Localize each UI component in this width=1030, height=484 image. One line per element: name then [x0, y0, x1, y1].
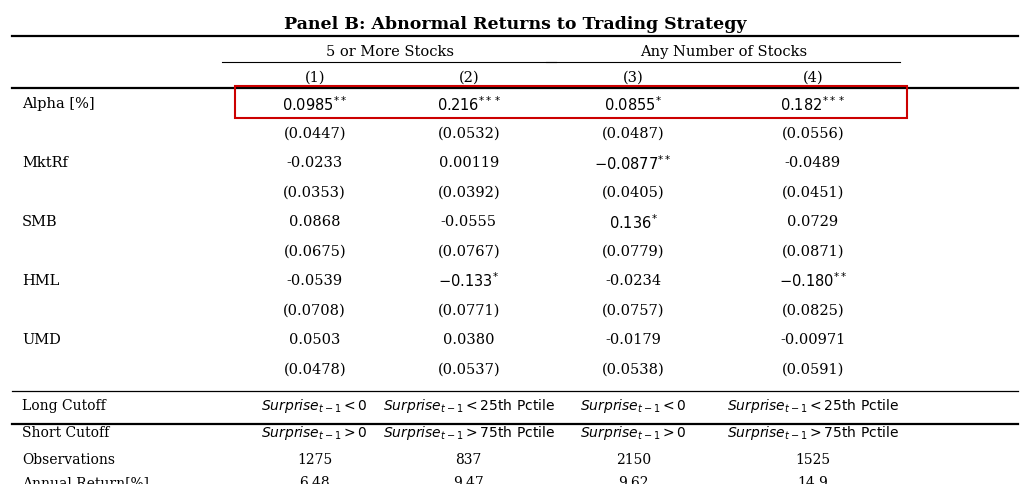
Text: MktRf: MktRf: [22, 156, 68, 170]
Text: $Surprise_{t-1}{<}0$: $Surprise_{t-1}{<}0$: [262, 396, 368, 414]
Text: (0.0538): (0.0538): [602, 362, 664, 376]
Text: $-0.180^{**}$: $-0.180^{**}$: [779, 271, 847, 290]
Text: 0.0503: 0.0503: [289, 332, 340, 346]
Text: 2150: 2150: [616, 452, 651, 466]
Text: $Surprise_{t-1}{>}0$: $Surprise_{t-1}{>}0$: [580, 424, 686, 441]
Text: 0.0729: 0.0729: [787, 215, 838, 229]
Text: Observations: Observations: [22, 452, 115, 466]
Text: $Surprise_{t-1}{<}25\text{th Pctile}$: $Surprise_{t-1}{<}25\text{th Pctile}$: [727, 396, 899, 414]
Text: 0.00119: 0.00119: [439, 156, 499, 170]
Text: (3): (3): [623, 71, 644, 84]
Text: 9.47: 9.47: [453, 475, 484, 484]
Text: Any Number of Stocks: Any Number of Stocks: [640, 45, 808, 60]
Text: (0.0757): (0.0757): [602, 303, 664, 317]
Text: UMD: UMD: [22, 332, 61, 346]
Text: (0.0487): (0.0487): [602, 127, 664, 140]
Text: $0.216^{***}$: $0.216^{***}$: [437, 95, 501, 114]
Text: 0.0380: 0.0380: [443, 332, 494, 346]
Text: (0.0392): (0.0392): [438, 185, 501, 199]
Text: (0.0771): (0.0771): [438, 303, 500, 317]
Text: (0.0353): (0.0353): [283, 185, 346, 199]
Text: 6.48: 6.48: [300, 475, 330, 484]
Text: $0.0985^{**}$: $0.0985^{**}$: [282, 95, 347, 114]
Text: $0.136^{*}$: $0.136^{*}$: [609, 212, 657, 231]
Text: (0.0779): (0.0779): [602, 244, 664, 258]
Text: 9.62: 9.62: [618, 475, 648, 484]
Text: SMB: SMB: [22, 215, 58, 229]
Text: (0.0556): (0.0556): [782, 127, 845, 140]
Text: (0.0675): (0.0675): [283, 244, 346, 258]
Text: -0.0539: -0.0539: [286, 273, 343, 287]
Text: (0.0405): (0.0405): [602, 185, 664, 199]
Text: (0.0537): (0.0537): [438, 362, 501, 376]
Text: 1525: 1525: [795, 452, 830, 466]
Text: (4): (4): [802, 71, 823, 84]
Text: $Surprise_{t-1}{<}0$: $Surprise_{t-1}{<}0$: [580, 396, 686, 414]
Text: -0.0489: -0.0489: [785, 156, 840, 170]
Text: Annual Return[%]: Annual Return[%]: [22, 475, 149, 484]
Text: -0.0555: -0.0555: [441, 215, 496, 229]
Text: (2): (2): [458, 71, 479, 84]
Text: (0.0767): (0.0767): [438, 244, 501, 258]
Text: $-0.133^{*}$: $-0.133^{*}$: [438, 271, 500, 290]
Text: (0.0532): (0.0532): [438, 127, 501, 140]
Text: $0.0855^{*}$: $0.0855^{*}$: [604, 95, 662, 114]
Text: (0.0825): (0.0825): [782, 303, 845, 317]
Text: $Surprise_{t-1}{>}75\text{th Pctile}$: $Surprise_{t-1}{>}75\text{th Pctile}$: [383, 424, 555, 441]
Text: -0.0179: -0.0179: [606, 332, 661, 346]
Text: (0.0708): (0.0708): [283, 303, 346, 317]
Text: (0.0591): (0.0591): [782, 362, 844, 376]
Text: 14.9: 14.9: [797, 475, 828, 484]
Text: $Surprise_{t-1}{>}75\text{th Pctile}$: $Surprise_{t-1}{>}75\text{th Pctile}$: [727, 424, 899, 441]
Text: -0.0234: -0.0234: [605, 273, 661, 287]
Text: 837: 837: [455, 452, 482, 466]
Text: (0.0871): (0.0871): [782, 244, 845, 258]
Text: HML: HML: [22, 273, 60, 287]
Text: 5 or More Stocks: 5 or More Stocks: [325, 45, 453, 60]
Text: (0.0451): (0.0451): [782, 185, 844, 199]
Text: 0.0868: 0.0868: [289, 215, 341, 229]
Text: Panel B: Abnormal Returns to Trading Strategy: Panel B: Abnormal Returns to Trading Str…: [283, 16, 747, 33]
Text: -0.00971: -0.00971: [781, 332, 846, 346]
Text: Alpha [%]: Alpha [%]: [22, 97, 95, 111]
Text: (0.0447): (0.0447): [283, 127, 346, 140]
Text: -0.0233: -0.0233: [286, 156, 343, 170]
Text: 1275: 1275: [297, 452, 333, 466]
Text: $Surprise_{t-1}{>}0$: $Surprise_{t-1}{>}0$: [262, 424, 368, 441]
Text: (1): (1): [305, 71, 324, 84]
Text: (0.0478): (0.0478): [283, 362, 346, 376]
Text: $0.182^{***}$: $0.182^{***}$: [781, 95, 846, 114]
Text: Short Cutoff: Short Cutoff: [22, 425, 109, 439]
Text: $-0.0877^{**}$: $-0.0877^{**}$: [594, 153, 672, 172]
Text: Long Cutoff: Long Cutoff: [22, 398, 106, 412]
Text: $Surprise_{t-1}{<}25\text{th Pctile}$: $Surprise_{t-1}{<}25\text{th Pctile}$: [383, 396, 555, 414]
